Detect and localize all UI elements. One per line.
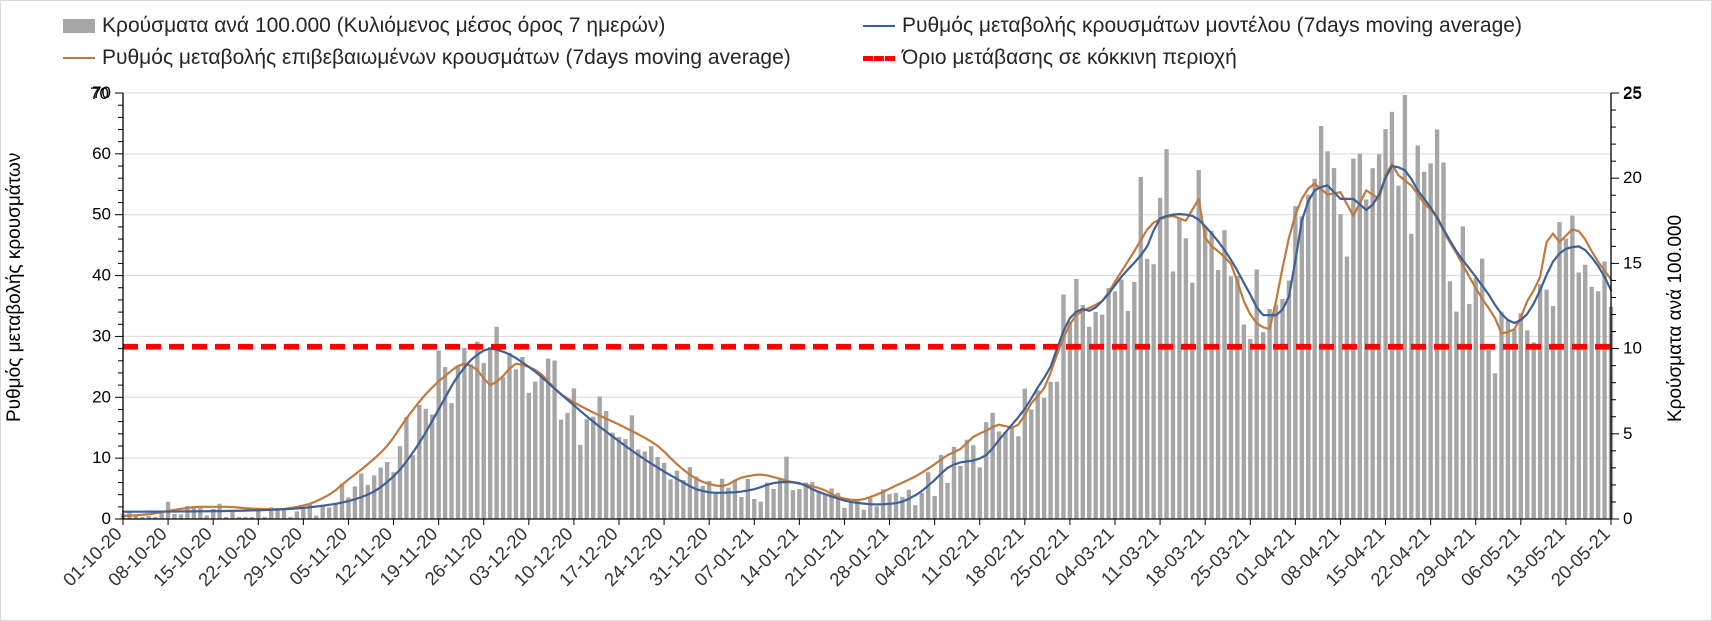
svg-text:15: 15: [1623, 253, 1642, 272]
svg-text:40: 40: [92, 266, 111, 285]
svg-text:5: 5: [1623, 424, 1632, 443]
svg-text:60: 60: [92, 144, 111, 163]
svg-text:70: 70: [90, 84, 109, 103]
svg-text:50: 50: [92, 205, 111, 224]
svg-text:25: 25: [1623, 84, 1642, 103]
svg-text:10: 10: [92, 448, 111, 467]
svg-text:20: 20: [1623, 168, 1642, 187]
svg-text:0: 0: [1623, 509, 1632, 528]
svg-text:20: 20: [92, 387, 111, 406]
svg-text:10: 10: [1623, 339, 1642, 358]
svg-text:30: 30: [92, 326, 111, 345]
